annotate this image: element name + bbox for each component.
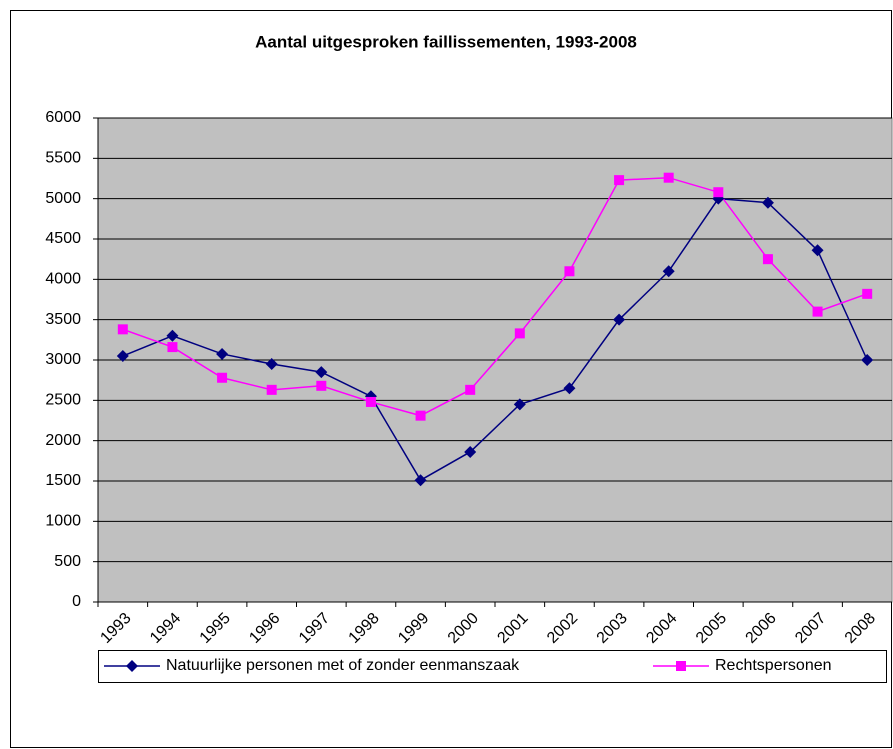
marker-square bbox=[415, 410, 426, 421]
y-tick-label: 1500 bbox=[45, 472, 81, 489]
marker-square bbox=[117, 324, 128, 335]
marker-diamond bbox=[563, 382, 576, 395]
marker-diamond bbox=[166, 329, 179, 342]
marker-diamond bbox=[126, 660, 138, 672]
chart-title: Aantal uitgesproken faillissementen, 199… bbox=[255, 32, 637, 51]
y-tick-label: 3500 bbox=[45, 311, 81, 328]
marker-square bbox=[713, 187, 724, 198]
legend bbox=[98, 650, 887, 683]
marker-diamond bbox=[811, 244, 824, 257]
y-tick-label: 4000 bbox=[45, 271, 81, 288]
y-tick-label: 4500 bbox=[45, 230, 81, 247]
marker-diamond bbox=[116, 349, 129, 362]
marker-diamond bbox=[662, 265, 675, 278]
marker-diamond bbox=[265, 358, 278, 371]
marker-square bbox=[676, 661, 686, 671]
marker-square bbox=[663, 172, 674, 183]
marker-diamond bbox=[414, 474, 427, 487]
marker-diamond bbox=[464, 445, 477, 458]
y-tick-label: 5000 bbox=[45, 190, 81, 207]
y-tick-label: 2000 bbox=[45, 432, 81, 449]
y-tick-label: 5500 bbox=[45, 150, 81, 167]
marker-diamond bbox=[861, 354, 874, 366]
y-tick-label: 6000 bbox=[45, 109, 81, 126]
marker-square bbox=[762, 254, 773, 265]
series-line bbox=[122, 176, 868, 417]
marker-diamond bbox=[613, 313, 626, 326]
y-tick-label: 3000 bbox=[45, 351, 81, 368]
marker-square bbox=[217, 372, 228, 383]
marker-diamond bbox=[513, 398, 526, 411]
marker-square bbox=[365, 396, 376, 407]
marker-square bbox=[862, 288, 873, 299]
marker-diamond bbox=[315, 366, 328, 379]
legend-label: Natuurlijke personen met of zonder eenma… bbox=[166, 657, 520, 674]
marker-square bbox=[266, 384, 277, 395]
marker-diamond bbox=[216, 347, 229, 360]
series-line bbox=[122, 197, 868, 482]
marker-square bbox=[812, 306, 823, 317]
marker-square bbox=[564, 266, 575, 277]
marker-square bbox=[465, 384, 476, 395]
y-tick-label: 0 bbox=[72, 593, 81, 610]
marker-square bbox=[514, 328, 525, 339]
marker-square bbox=[316, 380, 327, 391]
y-tick-label: 1000 bbox=[45, 513, 81, 530]
legend-label: Rechtspersonen bbox=[715, 657, 832, 674]
marker-square bbox=[614, 175, 625, 186]
y-tick-label: 500 bbox=[54, 553, 81, 570]
y-tick-label: 2500 bbox=[45, 392, 81, 409]
marker-square bbox=[167, 342, 178, 353]
marker-diamond bbox=[761, 196, 774, 209]
